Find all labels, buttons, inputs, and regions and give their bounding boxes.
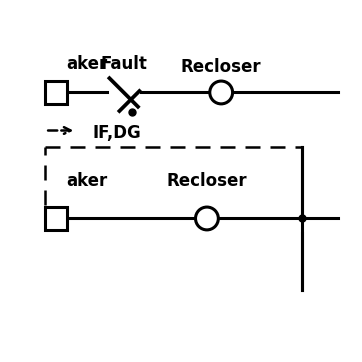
Text: Fault: Fault (100, 55, 147, 73)
Bar (45, 81, 67, 104)
Bar (45, 207, 67, 230)
Text: Recloser: Recloser (181, 58, 261, 76)
Text: aker: aker (67, 172, 108, 190)
Text: IF,DG: IF,DG (92, 125, 141, 142)
Circle shape (210, 81, 233, 104)
Text: aker: aker (67, 55, 108, 73)
Text: Recloser: Recloser (167, 172, 247, 190)
Circle shape (195, 207, 218, 230)
